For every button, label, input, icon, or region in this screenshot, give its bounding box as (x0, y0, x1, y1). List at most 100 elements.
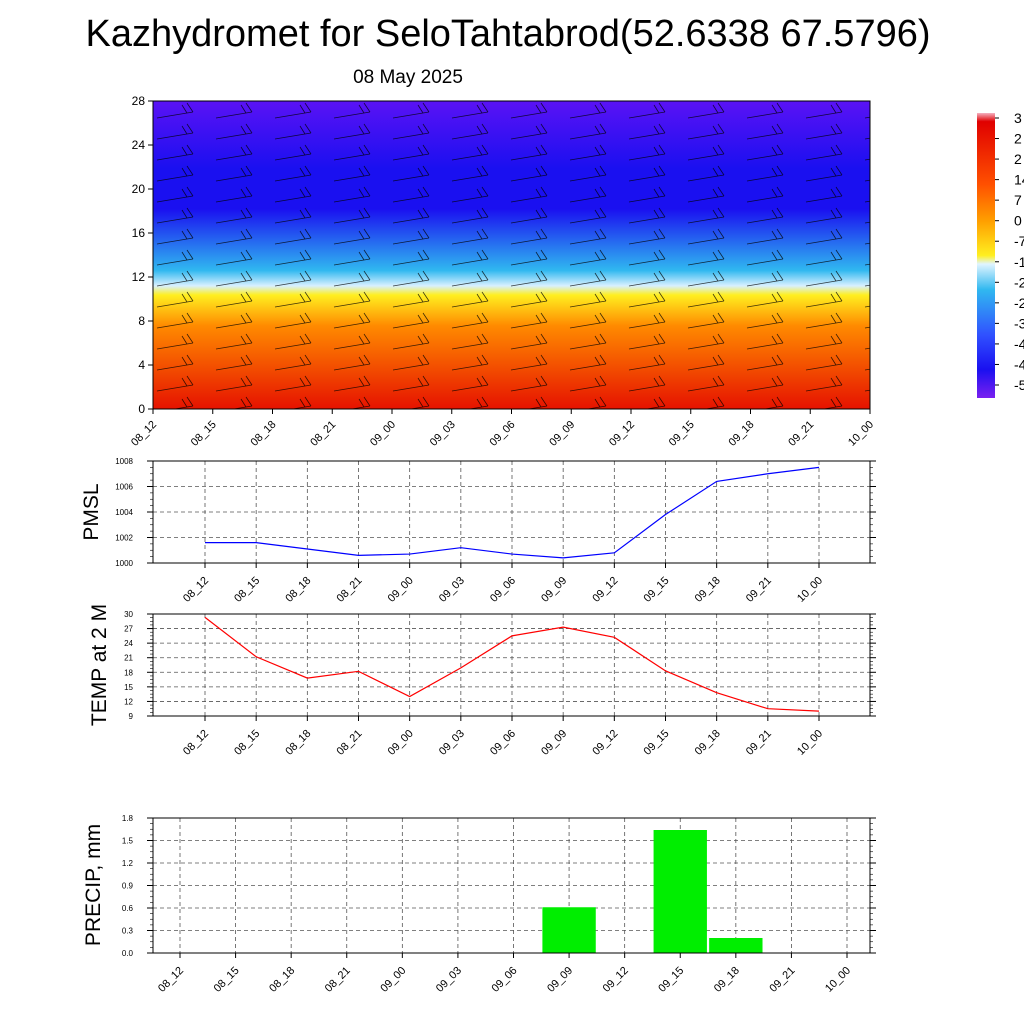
precip-ytick-label: 0.3 (122, 927, 134, 936)
cross-section-panel: 0 4 8 12 16 20 24 28 08_12 08_15 08_18 08_21 09_00 0… (129, 94, 876, 449)
xsec-ytick-label: 20 (132, 182, 146, 196)
xsec-xtick-label: 09_15 (667, 419, 697, 449)
temp-xtick-label: 09_00 (386, 728, 416, 758)
temp-xtick-label: 09_03 (437, 728, 467, 758)
precip-bar (653, 830, 707, 953)
precip-ytick-label: 1.2 (122, 859, 134, 868)
precip-xtick-label: 09_00 (378, 965, 408, 995)
temp-xtick-label: 10_00 (795, 728, 825, 758)
temp-frame (152, 613, 871, 717)
chart-subtitle: 08 May 2025 (353, 67, 463, 88)
precip-xtick-label: 09_06 (490, 965, 520, 995)
temp-ytick-label: 30 (124, 610, 133, 619)
colorbar-tick-label: 2 (1014, 151, 1022, 167)
xsec-ytick-label: 24 (132, 138, 146, 152)
temp-ytick-label: 24 (124, 639, 133, 648)
pmsl-xtick-label: 10_00 (795, 575, 825, 605)
temp-ytick-label: 21 (124, 654, 133, 663)
temp-series-line (204, 616, 820, 712)
colorbar-scale (977, 113, 995, 398)
temp-xtick-label: 08_15 (232, 728, 262, 758)
pmsl-axis-label: PMSL (80, 483, 103, 540)
precip-bar (542, 907, 596, 953)
xsec-ytick-label: 28 (132, 94, 146, 108)
xsec-ytick-label: 16 (132, 226, 146, 240)
colorbar-tick-label: -1 (1014, 254, 1024, 270)
temp-panel: 9 12 15 18 21 24 27 30 08_12 08_15 08_18 08_21 09_00… (88, 604, 876, 758)
xsec-xtick-label: 09_21 (786, 419, 816, 449)
temp-ytick-label: 12 (124, 697, 133, 706)
temp-xtick-label: 08_18 (283, 728, 313, 758)
temp-axis-label: TEMP at 2 M (88, 604, 111, 726)
precip-xtick-label: 09_03 (434, 965, 464, 995)
precip-xtick-label: 08_12 (156, 965, 186, 995)
precip-bar (709, 938, 763, 953)
xsec-ytick-label: 0 (138, 402, 145, 416)
temp-ytick-label: 15 (124, 683, 133, 692)
precip-xtick-label: 09_15 (656, 965, 686, 995)
xsec-xtick-label: 09_18 (727, 419, 757, 449)
xsec-ytick-label: 12 (132, 270, 146, 284)
colorbar-tick-label: -5 (1014, 377, 1024, 393)
precip-xtick-label: 08_15 (212, 965, 242, 995)
colorbar-tick-label: -7 (1014, 233, 1024, 249)
xsec-xtick-label: 08_15 (189, 419, 219, 449)
xsec-xtick-label: 09_09 (547, 419, 577, 449)
precip-ytick-label: 1.5 (122, 837, 134, 846)
pmsl-xtick-label: 09_21 (744, 575, 774, 605)
precip-xtick-label: 09_21 (767, 965, 797, 995)
xsec-xtick-label: 10_00 (846, 419, 876, 449)
pmsl-ytick-label: 1008 (115, 457, 133, 466)
precip-ytick-label: 0.9 (122, 882, 134, 891)
precip-xtick-label: 08_18 (267, 965, 297, 995)
xsec-ytick-label: 8 (138, 314, 145, 328)
pmsl-xtick-label: 09_18 (693, 575, 723, 605)
temp-xtick-label: 09_09 (539, 728, 569, 758)
pmsl-xtick-label: 08_15 (232, 575, 262, 605)
pmsl-ytick-label: 1006 (115, 483, 133, 492)
xsec-xtick-label: 08_18 (249, 419, 279, 449)
precip-axis-label: PRECIP, mm (82, 824, 105, 946)
precip-xtick-label: 08_21 (323, 965, 353, 995)
pmsl-xtick-label: 09_03 (437, 575, 467, 605)
temp-ytick-label: 27 (124, 625, 133, 634)
colorbar-tick-label: -4 (1014, 336, 1024, 352)
xsec-xtick-label: 08_21 (308, 419, 338, 449)
colorbar: 3 2 2 14 7 0 -7 -1 -2 -2 -3 -4 -4 -5 (977, 110, 1024, 398)
colorbar-tick-label: 14 (1014, 172, 1024, 188)
temp-xtick-label: 09_18 (693, 728, 723, 758)
precip-panel: 0.0 0.3 0.6 0.9 1.2 1.5 1.8 08_12 08_15 08_18 08_2… (82, 814, 876, 995)
precip-xtick-label: 09_12 (601, 965, 631, 995)
temp-xtick-label: 09_06 (488, 728, 518, 758)
colorbar-tick-label: 7 (1014, 192, 1022, 208)
xsec-xtick-label: 09_03 (428, 419, 458, 449)
pmsl-ytick-label: 1004 (115, 508, 133, 517)
precip-ytick-label: 0.6 (122, 904, 134, 913)
colorbar-tick-label: -4 (1014, 356, 1024, 372)
pmsl-series-line (205, 466, 820, 559)
temp-xtick-label: 08_21 (335, 728, 365, 758)
xsec-xtick-label: 09_06 (488, 419, 518, 449)
pmsl-xtick-label: 09_09 (539, 575, 569, 605)
colorbar-tick-label: 0 (1014, 213, 1022, 229)
pmsl-xtick-label: 08_21 (335, 575, 365, 605)
precip-xtick-label: 09_09 (545, 965, 575, 995)
pmsl-panel: 1000 1002 1004 1006 1008 08_12 08_15 08_18 08_21… (80, 457, 876, 605)
pmsl-xtick-label: 09_15 (642, 575, 672, 605)
temp-xtick-label: 09_12 (590, 728, 620, 758)
temp-ytick-label: 18 (124, 668, 133, 677)
pmsl-xtick-label: 08_18 (283, 575, 313, 605)
xsec-xtick-label: 09_12 (607, 419, 637, 449)
pmsl-xtick-label: 08_12 (181, 575, 211, 605)
precip-ytick-label: 1.8 (122, 814, 134, 823)
pmsl-xtick-label: 09_06 (488, 575, 518, 605)
temp-xtick-label: 08_12 (181, 728, 211, 758)
precip-ytick-label: 0.0 (122, 949, 134, 958)
pmsl-ytick-label: 1002 (115, 534, 133, 543)
colorbar-tick-label: 2 (1014, 131, 1022, 147)
precip-xtick-label: 10_00 (823, 965, 853, 995)
temp-ytick-label: 9 (129, 712, 134, 721)
pmsl-xtick-label: 09_00 (386, 575, 416, 605)
pmsl-ytick-label: 1000 (115, 559, 133, 568)
